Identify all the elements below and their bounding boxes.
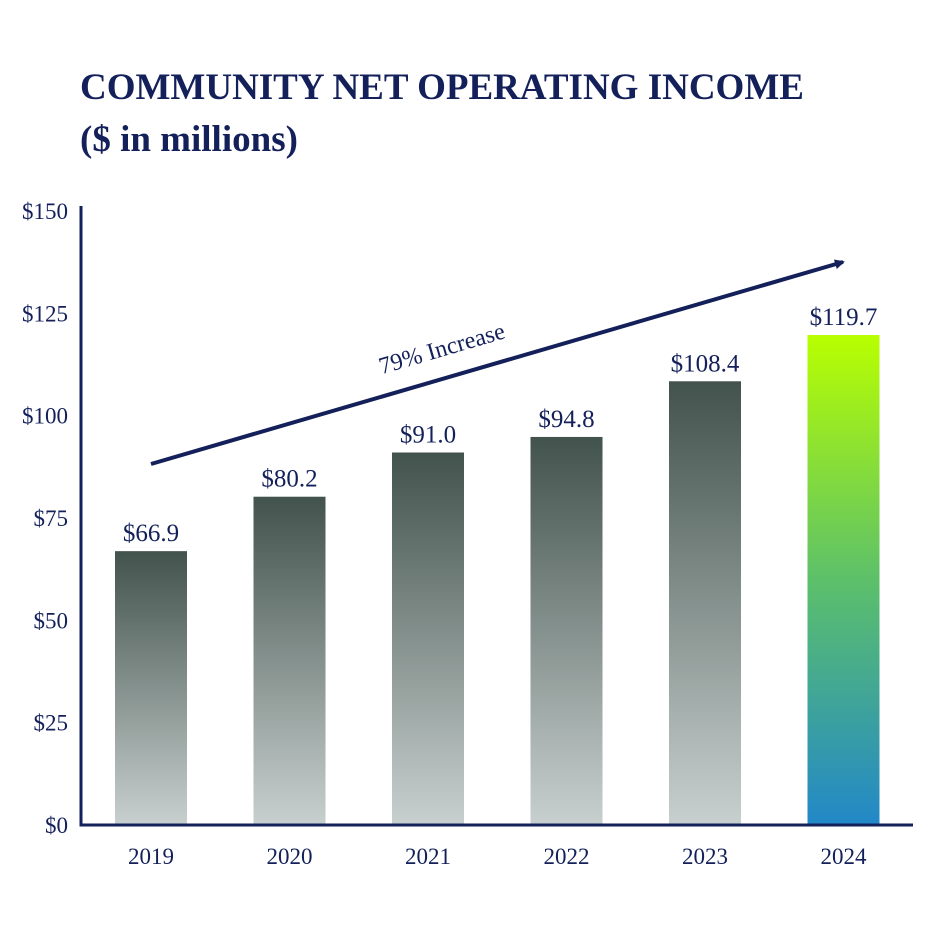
trend-annotation: 79% Increase bbox=[376, 319, 508, 380]
y-tick-label-0: $0 bbox=[45, 813, 68, 838]
bar-2021 bbox=[392, 452, 464, 825]
bar-2020 bbox=[253, 496, 326, 825]
value-label-2022: $94.8 bbox=[538, 406, 594, 433]
y-tick-label-125: $125 bbox=[22, 301, 68, 326]
bar-2024 bbox=[807, 335, 880, 825]
value-label-2020: $80.2 bbox=[261, 466, 317, 493]
chart-title-block: COMMUNITY NET OPERATING INCOME ($ in mil… bbox=[80, 62, 804, 166]
value-label-2023: $108.4 bbox=[671, 350, 740, 377]
x-tick-label-2019: 2019 bbox=[128, 844, 174, 869]
y-tick-label-75: $75 bbox=[34, 506, 69, 531]
bar-2019 bbox=[115, 551, 187, 825]
y-tick-label-100: $100 bbox=[22, 404, 68, 429]
chart-subtitle: ($ in millions) bbox=[80, 119, 298, 160]
x-tick-label-2020: 2020 bbox=[267, 844, 313, 869]
value-label-2019: $66.9 bbox=[123, 520, 179, 547]
bar-2022 bbox=[530, 436, 603, 825]
x-tick-label-2024: 2024 bbox=[821, 844, 868, 869]
value-label-2024: $119.7 bbox=[810, 304, 878, 331]
y-tick-label-50: $50 bbox=[34, 608, 69, 633]
chart-title: COMMUNITY NET OPERATING INCOME bbox=[80, 67, 804, 108]
x-tick-label-2022: 2022 bbox=[544, 844, 590, 869]
y-tick-label-150: $150 bbox=[22, 199, 68, 224]
trend-arrow bbox=[150, 259, 845, 466]
bar-2023 bbox=[669, 381, 741, 825]
value-label-2021: $91.0 bbox=[400, 422, 456, 449]
x-tick-label-2023: 2023 bbox=[682, 844, 728, 869]
x-tick-label-2021: 2021 bbox=[405, 844, 451, 869]
y-tick-label-25: $25 bbox=[34, 711, 69, 736]
